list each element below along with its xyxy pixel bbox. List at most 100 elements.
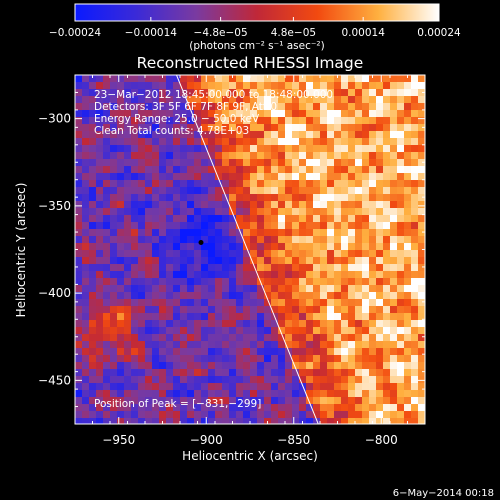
heatmap-cell [383,418,390,424]
heatmap-cell [348,411,355,418]
heatmap-cell [145,341,152,348]
heatmap-cell [355,341,362,348]
heatmap-cell [292,285,299,292]
heatmap-cell [159,208,166,215]
heatmap-cell [257,271,264,278]
heatmap-cell [82,313,89,320]
heatmap-cell [250,152,257,159]
heatmap-cell [383,180,390,187]
heatmap-cell [201,397,208,404]
heatmap-cell [96,208,103,215]
heatmap-cell [390,215,397,222]
heatmap-cell [110,124,117,131]
heatmap-cell [96,201,103,208]
heatmap-cell [278,348,285,355]
heatmap-cell [334,145,341,152]
heatmap-cell [285,89,292,96]
heatmap-cell [89,124,96,131]
heatmap-cell [138,138,145,145]
heatmap-cell [327,89,334,96]
heatmap-cell [208,75,215,82]
heatmap-cell [376,355,383,362]
heatmap-cell [418,264,425,271]
heatmap-cell [383,299,390,306]
heatmap-cell [194,222,201,229]
heatmap-cell [180,257,187,264]
heatmap-cell [292,194,299,201]
heatmap-cell [96,124,103,131]
heatmap-cell [383,271,390,278]
heatmap-cell [383,117,390,124]
heatmap-cell [397,82,404,89]
heatmap-cell [145,306,152,313]
heatmap-cell [180,222,187,229]
heatmap-cell [138,306,145,313]
heatmap-cell [229,327,236,334]
heatmap-cell [250,208,257,215]
heatmap-cell [320,327,327,334]
heatmap-cell [215,173,222,180]
heatmap-cell [166,96,173,103]
heatmap-cell [264,327,271,334]
heatmap-cell [194,187,201,194]
heatmap-cell [152,152,159,159]
heatmap-cell [285,75,292,82]
heatmap-cell [215,292,222,299]
heatmap-cell [285,215,292,222]
heatmap-cell [292,278,299,285]
heatmap-cell [313,236,320,243]
heatmap-cell [82,390,89,397]
heatmap-cell [390,229,397,236]
heatmap-cell [355,369,362,376]
heatmap-cell [264,397,271,404]
heatmap-cell [131,159,138,166]
heatmap-cell [236,201,243,208]
heatmap-cell [166,250,173,257]
heatmap-cell [117,264,124,271]
heatmap-cell [194,117,201,124]
heatmap-cell [320,292,327,299]
heatmap-cell [320,131,327,138]
heatmap-cell [145,82,152,89]
heatmap-cell [236,313,243,320]
heatmap-cell [124,89,131,96]
heatmap-cell [257,96,264,103]
heatmap-cell [278,271,285,278]
heatmap-cell [145,285,152,292]
heatmap-cell [145,362,152,369]
heatmap-cell [201,404,208,411]
heatmap-cell [201,222,208,229]
heatmap-cell [75,166,82,173]
heatmap-cell [278,250,285,257]
heatmap-cell [264,152,271,159]
heatmap-cell [201,285,208,292]
heatmap-cell [404,96,411,103]
heatmap-cell [75,418,82,424]
heatmap-cell [131,201,138,208]
heatmap-cell [376,264,383,271]
heatmap-cell [264,404,271,411]
heatmap-cell [271,229,278,236]
heatmap-cell [411,271,418,278]
heatmap-cell [313,166,320,173]
heatmap-cell [397,89,404,96]
heatmap-cell [369,383,376,390]
heatmap-cell [306,397,313,404]
heatmap-cell [292,334,299,341]
heatmap-cell [187,404,194,411]
heatmap-cell [96,89,103,96]
heatmap-cell [299,138,306,145]
heatmap-cell [173,334,180,341]
heatmap-cell [173,131,180,138]
heatmap-cell [383,369,390,376]
heatmap-cell [124,383,131,390]
heatmap-cell [355,124,362,131]
heatmap-cell [243,355,250,362]
heatmap-cell [341,292,348,299]
heatmap-cell [278,166,285,173]
heatmap-cell [306,320,313,327]
heatmap-cell [264,320,271,327]
heatmap-cell [152,334,159,341]
heatmap-cell [299,313,306,320]
heatmap-cell [341,75,348,82]
